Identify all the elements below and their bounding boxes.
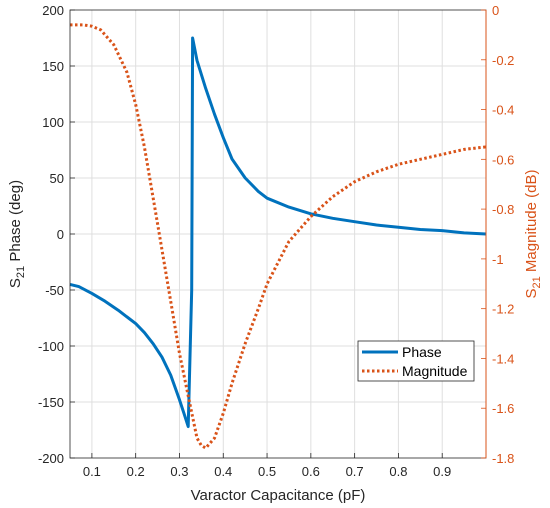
y-left-label-main: S bbox=[7, 278, 24, 288]
x-tick-label: 0.6 bbox=[302, 464, 320, 479]
y-right-label-sub: 21 bbox=[531, 276, 543, 288]
y-right-tick-label: -0.8 bbox=[492, 202, 514, 217]
y-right-label-rest: Magnitude (dB) bbox=[523, 170, 540, 277]
x-tick-label: 0.5 bbox=[258, 464, 276, 479]
series-line-magnitude bbox=[70, 23, 487, 450]
y-right-tick-label: 0 bbox=[492, 3, 499, 18]
y-right-tick-label: -0.6 bbox=[492, 152, 514, 167]
y-left-tick-label: -100 bbox=[38, 339, 64, 354]
x-tick-label: 0.7 bbox=[346, 464, 364, 479]
legend-label-magnitude: Magnitude bbox=[402, 363, 468, 379]
y-right-label-main: S bbox=[523, 288, 540, 298]
y-right-axis-label: S21 Magnitude (dB) bbox=[523, 170, 543, 299]
x-tick-label: 0.3 bbox=[170, 464, 188, 479]
y-left-tick-label: -150 bbox=[38, 395, 64, 410]
y-left-label-sub: 21 bbox=[15, 266, 27, 278]
y-left-axis-label: S21 Phase (deg) bbox=[7, 180, 27, 288]
legend-label-phase: Phase bbox=[402, 344, 442, 360]
y-left-tick-label: 150 bbox=[42, 59, 64, 74]
y-left-label-rest: Phase (deg) bbox=[7, 180, 24, 266]
y-right-tick-label: -1.2 bbox=[492, 302, 514, 317]
legend-box bbox=[357, 340, 475, 382]
y-right-tick-label: -0.2 bbox=[492, 53, 514, 68]
y-right-tick-label: -1.8 bbox=[492, 451, 514, 466]
y-right-tick-label: -1.4 bbox=[492, 351, 514, 366]
x-tick-label: 0.1 bbox=[83, 464, 101, 479]
y-right-tick-label: -0.4 bbox=[492, 103, 514, 118]
ticks-layer: 0.1 0.2 0.3 0.4 0.5 0.6 0.7 0.8 0.9 200 150 100 50 0 -… bbox=[38, 3, 514, 479]
y-left-tick-label: 0 bbox=[57, 227, 64, 242]
x-tick-label: 0.8 bbox=[389, 464, 407, 479]
y-left-tick-label: 100 bbox=[42, 115, 64, 130]
y-left-tick-label: -200 bbox=[38, 451, 64, 466]
x-tick-label: 0.4 bbox=[214, 464, 232, 479]
y-left-tick-label: 200 bbox=[42, 3, 64, 18]
y-right-tick-label: -1 bbox=[492, 252, 504, 267]
grid-lines bbox=[70, 10, 486, 458]
series-line-phase bbox=[69, 36, 487, 429]
x-axis-label: Varactor Capacitance (pF) bbox=[191, 487, 366, 504]
y-left-tick-label: 50 bbox=[50, 171, 64, 186]
y-right-tick-label: -1.6 bbox=[492, 401, 514, 416]
series-layer bbox=[69, 23, 487, 450]
y-left-tick-label: -50 bbox=[45, 283, 64, 298]
x-tick-label: 0.9 bbox=[433, 464, 451, 479]
legend: Phase Magnitude bbox=[357, 340, 475, 382]
x-tick-label: 0.2 bbox=[127, 464, 145, 479]
